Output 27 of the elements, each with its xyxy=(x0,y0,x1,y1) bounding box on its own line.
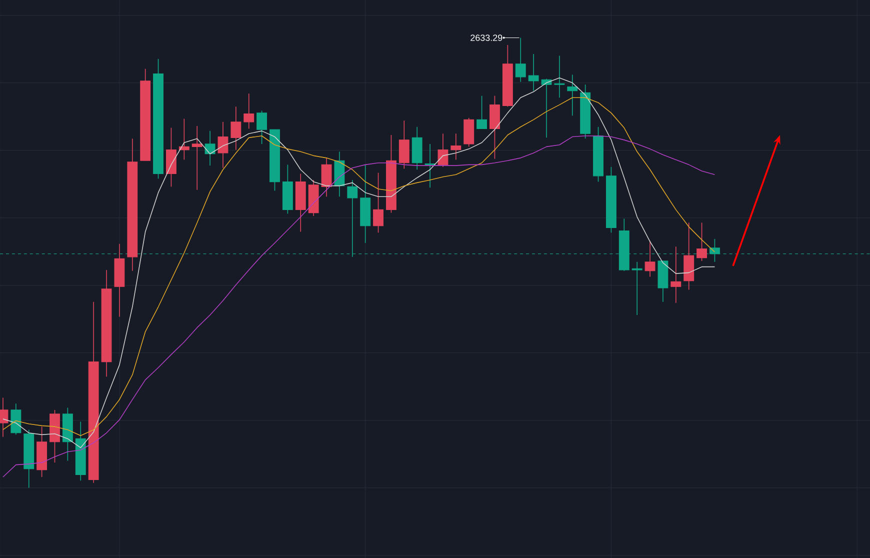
candlestick xyxy=(256,110,268,144)
candlestick xyxy=(230,106,242,150)
candlestick xyxy=(373,172,384,234)
candlestick xyxy=(515,37,526,82)
candlestick xyxy=(166,127,176,188)
candlestick xyxy=(218,122,228,168)
candlestick xyxy=(10,403,22,436)
candlestick xyxy=(670,246,682,304)
candlestick xyxy=(490,95,500,160)
candlestick xyxy=(321,158,332,198)
candlestick xyxy=(450,133,462,160)
candlestick xyxy=(204,130,216,166)
candlestick xyxy=(347,180,358,258)
annotation: 2633.29 xyxy=(470,34,502,41)
candlestick xyxy=(424,144,436,188)
candlestick xyxy=(438,133,448,168)
candlestick xyxy=(567,74,578,116)
candlestick xyxy=(244,93,254,130)
candlestick xyxy=(632,261,642,316)
candlestick xyxy=(192,126,202,190)
candlestick xyxy=(398,120,410,170)
candlestick xyxy=(554,55,565,98)
candlestick xyxy=(476,95,488,130)
candlestick xyxy=(644,240,656,278)
candlestick xyxy=(528,54,539,92)
candlestick xyxy=(696,222,707,262)
candlestick xyxy=(710,238,720,262)
